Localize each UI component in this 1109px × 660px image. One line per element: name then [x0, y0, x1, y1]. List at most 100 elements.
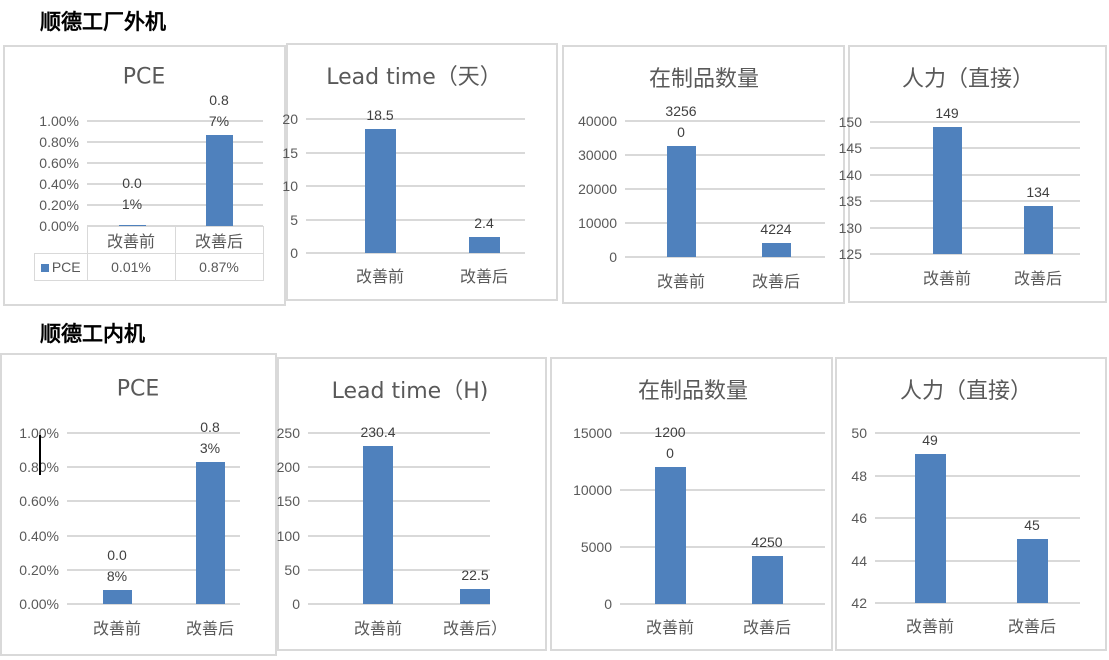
legend-cell: PCE	[34, 253, 88, 281]
data-label: 0.01%	[121, 175, 143, 212]
chart-title: 在制品数量	[648, 67, 760, 92]
y-tick-label: 0	[604, 596, 612, 612]
chart-title: Lead time（天）	[326, 65, 502, 90]
table-value: 0.01%	[86, 253, 176, 281]
y-tick-label: 140	[838, 166, 862, 183]
gridline	[870, 121, 1080, 123]
gridline	[67, 432, 240, 434]
y-tick-label: 20	[282, 111, 298, 127]
data-label: 12000	[654, 424, 686, 462]
chart-title: PCE	[116, 376, 160, 402]
y-tick-label: 0	[609, 249, 617, 265]
y-tick-label: 200	[276, 459, 300, 476]
bar	[751, 555, 783, 604]
gridline	[620, 603, 825, 605]
gridline	[67, 603, 240, 605]
gridline	[308, 534, 490, 537]
x-category-label: 改善后	[185, 619, 235, 638]
bar	[118, 224, 146, 226]
table-value: 0.87%	[174, 253, 264, 281]
gridline	[620, 432, 825, 434]
y-tick-label: 250	[276, 425, 300, 441]
y-tick-label: 0.60%	[39, 155, 79, 171]
bar	[666, 146, 696, 257]
bar	[932, 127, 962, 254]
table-header-category: 改善前	[86, 226, 176, 254]
data-label: 0.83%	[199, 419, 221, 457]
y-tick-label: 145	[838, 140, 862, 157]
gridline	[625, 188, 825, 190]
x-category-label: 改善后	[459, 267, 509, 286]
y-tick-label: 100	[276, 527, 300, 544]
gridline	[306, 185, 525, 187]
y-tick-label: 10000	[578, 215, 617, 231]
section-title-outdoor: 顺德工厂外机	[40, 10, 166, 34]
gridline	[620, 546, 825, 548]
gridline	[306, 151, 525, 154]
y-tick-label: 20000	[578, 181, 617, 197]
gridline	[306, 118, 525, 120]
bar	[460, 588, 490, 604]
gridline	[67, 568, 240, 571]
gridline	[625, 256, 825, 258]
bar	[468, 236, 500, 253]
x-category-label: 改善后	[751, 272, 801, 291]
y-tick-label: 0.00%	[19, 596, 59, 612]
gridline	[625, 154, 825, 156]
data-label: 32560	[665, 103, 697, 141]
y-tick-label: 40000	[578, 113, 617, 129]
y-tick-label: 10000	[573, 482, 612, 498]
y-tick-label: 1.00%	[19, 425, 59, 441]
y-tick-label: 44	[851, 552, 867, 569]
y-tick-label: 42	[851, 595, 867, 611]
data-label: 49	[922, 432, 938, 449]
chart-title: 在制品数量	[637, 379, 749, 404]
y-tick-label: 1.00%	[39, 113, 79, 129]
chart-panel	[562, 45, 845, 304]
data-label: 2.4	[474, 214, 494, 231]
chart-title: PCE	[122, 64, 166, 90]
gridline	[306, 218, 525, 221]
y-tick-label: 0.20%	[19, 561, 59, 578]
gridline	[306, 252, 525, 254]
y-tick-label: 48	[851, 467, 867, 484]
chart-title: 人力（直接）	[899, 379, 1033, 404]
gridline	[875, 517, 1080, 519]
gridline	[875, 602, 1080, 604]
y-tick-label: 125	[838, 246, 862, 262]
y-tick-label: 0.40%	[19, 527, 59, 544]
chart-panel	[277, 357, 547, 651]
x-category-label: 改善前	[92, 619, 142, 638]
gridline	[875, 559, 1080, 562]
x-category-label: 改善后	[1013, 269, 1063, 288]
y-tick-label: 0.40%	[39, 176, 79, 192]
bar	[1023, 206, 1053, 254]
bar	[761, 242, 791, 257]
y-tick-label: 10	[282, 178, 298, 194]
gridline	[308, 603, 490, 605]
legend-swatch	[40, 264, 49, 272]
table-header-category: 改善后	[174, 226, 264, 254]
gridline	[87, 141, 263, 143]
y-tick-label: 15	[282, 144, 298, 161]
y-tick-label: 130	[838, 219, 862, 236]
x-category-label: 改善前	[353, 619, 403, 638]
y-tick-label: 46	[851, 510, 867, 526]
gridline	[875, 432, 1080, 434]
data-label: 4250	[751, 533, 783, 550]
x-category-label: 改善前	[355, 267, 405, 286]
gridline	[308, 466, 490, 469]
bar	[654, 467, 686, 604]
data-label: 18.5	[366, 107, 394, 124]
y-tick-label: 0.80%	[39, 134, 79, 150]
gridline	[67, 534, 240, 537]
bar	[102, 590, 132, 604]
empty-cell	[35, 227, 88, 254]
legend-label: PCE	[51, 259, 81, 275]
x-category-label: 改善后	[1007, 617, 1057, 636]
x-category-label: 改善前	[656, 272, 706, 291]
gridline	[870, 147, 1080, 150]
y-tick-label: 5000	[580, 539, 612, 555]
data-label: 149	[935, 105, 959, 122]
data-label: 0.87%	[208, 91, 230, 129]
